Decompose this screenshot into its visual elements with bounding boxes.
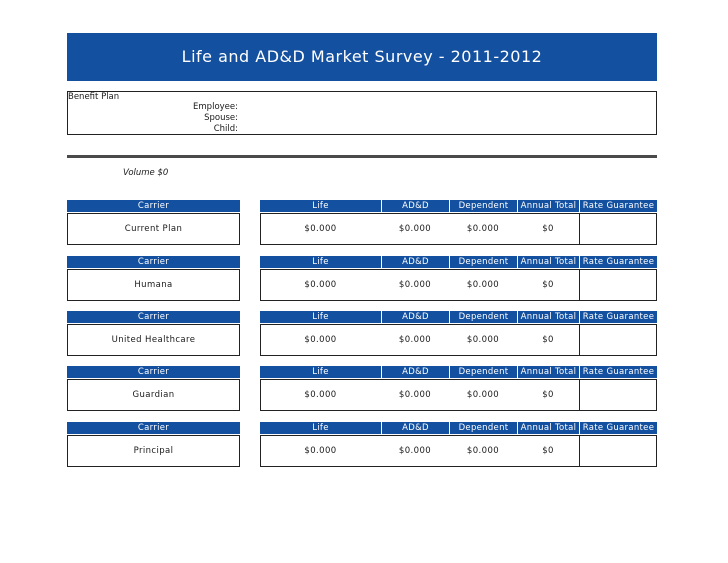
rates-cell-box (260, 269, 657, 301)
carrier-name: Current Plan (124, 224, 183, 234)
life-value: $0.000 (304, 446, 337, 456)
rate-guarantee-header: Rate Guarantee (579, 366, 657, 378)
employee-label: Employee: (193, 102, 238, 112)
rate-guarantee-header: Rate Guarantee (579, 200, 657, 212)
life-value: $0.000 (304, 335, 337, 345)
dependent-header: Dependent (449, 311, 517, 323)
volume-label: Volume $0 (123, 168, 169, 178)
dependent-value: $0.000 (466, 224, 500, 234)
dependent-value: $0.000 (466, 280, 500, 290)
rate-guarantee-cell (579, 379, 657, 411)
carrier-block-humana: Carrier Life AD&D Dependent Annual Total… (67, 256, 657, 302)
child-label: Child: (213, 124, 238, 134)
benefit-plan-label: Benefit Plan (68, 92, 120, 102)
carrier-cell-box (67, 379, 240, 411)
carrier-cell-box (67, 435, 240, 467)
life-header: Life (260, 200, 381, 212)
annual-total-value: $0 (542, 335, 554, 345)
carrier-header: Carrier (67, 366, 240, 378)
annual-total-value: $0 (542, 224, 554, 234)
carrier-name: Humana (134, 280, 173, 290)
life-value: $0.000 (304, 390, 337, 400)
add-value: $0.000 (398, 280, 432, 290)
add-header: AD&D (381, 422, 449, 434)
add-header: AD&D (381, 311, 449, 323)
life-value: $0.000 (304, 224, 337, 234)
add-header: AD&D (381, 200, 449, 212)
carrier-header: Carrier (67, 256, 240, 268)
dependent-value: $0.000 (466, 446, 500, 456)
add-value: $0.000 (398, 390, 432, 400)
rate-guarantee-header: Rate Guarantee (579, 422, 657, 434)
carrier-cell-box (67, 269, 240, 301)
add-value: $0.000 (398, 335, 432, 345)
dependent-value: $0.000 (466, 335, 500, 345)
life-value: $0.000 (304, 280, 337, 290)
add-header: AD&D (381, 256, 449, 268)
carrier-cell-box (67, 213, 240, 245)
rate-guarantee-cell (579, 269, 657, 301)
benefit-plan-box: Benefit Plan Employee: Spouse: Child: (67, 91, 657, 135)
annual-total-header: Annual Total (517, 200, 579, 212)
dependent-value: $0.000 (466, 390, 500, 400)
carrier-block-principal: Carrier Life AD&D Dependent Annual Total… (67, 422, 657, 468)
rate-guarantee-header: Rate Guarantee (579, 256, 657, 268)
carrier-name: Principal (133, 446, 174, 456)
annual-total-header: Annual Total (517, 366, 579, 378)
carrier-header: Carrier (67, 200, 240, 212)
dependent-header: Dependent (449, 256, 517, 268)
rate-guarantee-cell (579, 435, 657, 467)
life-header: Life (260, 366, 381, 378)
rate-guarantee-header: Rate Guarantee (579, 311, 657, 323)
add-header: AD&D (381, 366, 449, 378)
rates-cell-box (260, 213, 657, 245)
carrier-cell-box (67, 324, 240, 356)
carrier-name: United Healthcare (111, 335, 196, 345)
annual-total-header: Annual Total (517, 311, 579, 323)
rate-guarantee-cell (579, 213, 657, 245)
rate-guarantee-cell (579, 324, 657, 356)
carrier-header: Carrier (67, 311, 240, 323)
carrier-header: Carrier (67, 422, 240, 434)
dependent-header: Dependent (449, 366, 517, 378)
dependent-header: Dependent (449, 200, 517, 212)
section-divider (67, 155, 657, 158)
carrier-block-united-healthcare: Carrier Life AD&D Dependent Annual Total… (67, 311, 657, 357)
annual-total-header: Annual Total (517, 422, 579, 434)
page-title: Life and AD&D Market Survey - 2011-2012 (67, 33, 657, 81)
add-value: $0.000 (398, 446, 432, 456)
carrier-name: Guardian (132, 390, 175, 400)
carrier-block-guardian: Carrier Life AD&D Dependent Annual Total… (67, 366, 657, 412)
life-header: Life (260, 422, 381, 434)
dependent-header: Dependent (449, 422, 517, 434)
carrier-block-current-plan: Carrier Life AD&D Dependent Annual Total… (67, 200, 657, 246)
rates-cell-box (260, 324, 657, 356)
annual-total-header: Annual Total (517, 256, 579, 268)
annual-total-value: $0 (542, 446, 554, 456)
spouse-label: Spouse: (204, 113, 238, 123)
rates-cell-box (260, 435, 657, 467)
annual-total-value: $0 (542, 280, 554, 290)
life-header: Life (260, 256, 381, 268)
add-value: $0.000 (398, 224, 432, 234)
life-header: Life (260, 311, 381, 323)
rates-cell-box (260, 379, 657, 411)
annual-total-value: $0 (542, 390, 554, 400)
